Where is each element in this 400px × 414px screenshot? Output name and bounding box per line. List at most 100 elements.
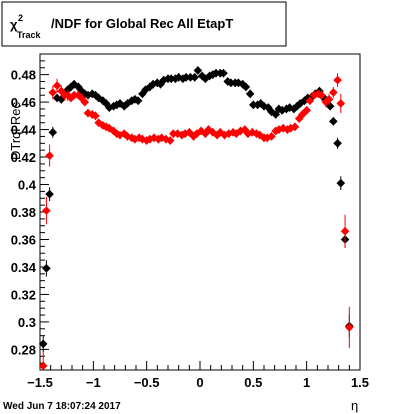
data-point <box>115 130 125 140</box>
data-point <box>324 95 334 104</box>
x-tick-label: 0.5 <box>244 375 262 390</box>
data-point <box>282 104 291 114</box>
chart-title: /NDF for Global Rec All EtapT <box>51 16 233 31</box>
data-point <box>180 129 190 138</box>
data-point <box>130 95 140 104</box>
data-point <box>290 122 300 132</box>
data-point <box>138 134 147 144</box>
data-point <box>295 99 305 108</box>
data-point <box>278 123 288 133</box>
title-superscript: 2 <box>18 13 23 23</box>
y-tick-label: 0.3 <box>18 315 36 330</box>
data-point <box>173 129 182 138</box>
data-point <box>314 89 323 99</box>
data-point <box>154 134 163 144</box>
data-point <box>262 133 272 143</box>
data-point <box>336 178 346 188</box>
data-point <box>109 126 118 136</box>
data-point <box>224 129 234 138</box>
data-point <box>236 126 245 136</box>
y-tick-label: 0.4 <box>18 178 37 193</box>
data-point <box>256 99 266 108</box>
data-point <box>105 123 114 133</box>
data-point <box>48 88 58 97</box>
data-point <box>234 78 243 88</box>
data-point <box>119 129 129 138</box>
y-tick-label: 0.38 <box>11 205 36 220</box>
data-point <box>333 139 342 148</box>
data-point <box>300 96 309 106</box>
timestamp: Wed Jun 7 18:07:24 2017 <box>3 401 121 412</box>
data-point <box>165 136 175 145</box>
data-point <box>298 110 307 119</box>
data-point <box>255 130 265 140</box>
data-point <box>38 339 48 349</box>
title-chi-symbol: χ <box>10 17 18 32</box>
data-point <box>178 74 188 84</box>
data-point <box>42 264 51 273</box>
y-tick-label: 0.46 <box>11 95 36 110</box>
y-tick-label: 0.42 <box>11 150 36 165</box>
data-point <box>340 226 350 236</box>
data-point <box>329 117 338 126</box>
data-point <box>267 132 276 141</box>
data-point <box>219 68 228 78</box>
data-point <box>212 130 222 140</box>
data-point <box>240 125 250 134</box>
title-subscript: Track <box>17 30 42 40</box>
y-tick-label: 0.48 <box>11 68 36 83</box>
data-point <box>333 75 342 85</box>
data-point <box>138 89 147 99</box>
x-tick-label: 1 <box>303 375 310 390</box>
data-point <box>193 66 203 75</box>
data-point <box>52 81 62 90</box>
x-tick-label: 1.5 <box>351 375 369 390</box>
data-point <box>101 122 111 132</box>
data-point <box>48 128 58 137</box>
data-point <box>228 128 238 137</box>
data-point <box>134 133 144 143</box>
data-series <box>38 66 354 371</box>
data-point <box>42 206 51 215</box>
data-point <box>45 189 54 199</box>
x-tick-label: −0.5 <box>134 375 160 390</box>
data-point <box>91 111 100 121</box>
data-point <box>185 128 194 137</box>
data-point <box>345 323 354 332</box>
data-point <box>171 74 180 84</box>
data-point <box>38 361 48 371</box>
data-point <box>241 82 251 92</box>
data-point <box>201 74 210 84</box>
y-tick-label: 0.28 <box>11 342 36 357</box>
data-point <box>317 90 326 100</box>
title-box: χ 2 Track /NDF for Global Rec All EtapT <box>1 1 287 47</box>
data-point <box>204 125 213 134</box>
data-point <box>336 99 346 108</box>
y-axis-label: DTrql Rec <box>8 101 23 160</box>
data-point <box>112 129 122 138</box>
x-axis-label: η <box>351 398 358 413</box>
data-point <box>302 106 311 115</box>
data-point <box>286 123 295 133</box>
data-point <box>153 78 162 88</box>
data-point <box>130 134 140 144</box>
data-point <box>274 125 284 134</box>
data-point <box>245 89 255 99</box>
data-point <box>208 70 218 79</box>
x-tick-label: 0 <box>196 375 203 390</box>
data-point <box>201 129 210 138</box>
data-point <box>133 96 143 106</box>
data-point <box>208 128 218 137</box>
data-point <box>80 97 90 107</box>
x-tick-label: −1.5 <box>27 375 53 390</box>
series-red <box>38 73 354 371</box>
data-point <box>271 110 281 119</box>
y-tick-label: 0.36 <box>11 232 36 247</box>
y-tick-label: 0.44 <box>11 123 37 138</box>
data-point <box>220 130 229 140</box>
data-point <box>305 96 315 106</box>
data-point <box>190 73 199 82</box>
data-point <box>263 103 273 112</box>
axes: −1.5 −1 −0.5 0 0.5 1 1.5 0.28 0.3 0.32 0.34 0.36 0.3… <box>11 53 369 390</box>
data-point <box>329 88 338 97</box>
